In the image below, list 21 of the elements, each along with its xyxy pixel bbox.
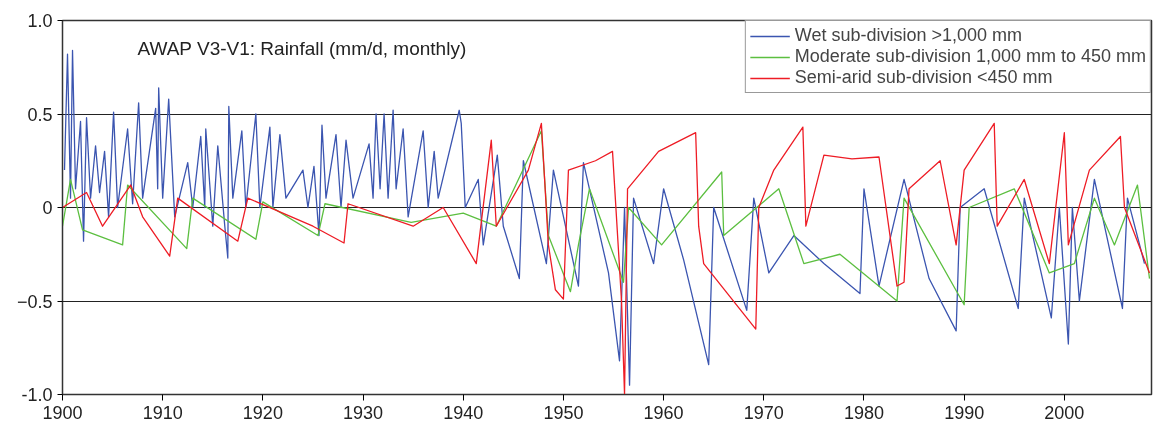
- x-tick-label: 1990: [944, 402, 985, 423]
- y-tick-label: -1.0: [21, 385, 53, 405]
- x-tick-label: 1920: [242, 402, 283, 423]
- x-tick-label: 1980: [843, 402, 884, 423]
- legend-label: Wet sub-division >1,000 mm: [794, 25, 1023, 46]
- x-tick-label: 1950: [543, 402, 584, 423]
- y-tick-label: −0.5: [16, 291, 53, 312]
- x-tick-label: 1960: [643, 402, 684, 423]
- y-tick-label: 0.5: [27, 104, 53, 125]
- x-tick-label: 1940: [443, 402, 484, 423]
- x-tick-label: 1910: [142, 402, 183, 423]
- y-tick-label: 1.0: [27, 11, 53, 31]
- x-tick-label: 1900: [42, 402, 83, 423]
- x-tick-label: 1970: [743, 402, 784, 423]
- y-tick-label: 0: [42, 198, 53, 218]
- legend-label: Moderate sub-division 1,000 mm to 450 mm: [794, 46, 1146, 67]
- text: AWAP V3-V1: Rainfall (mm/d, monthly): [137, 37, 467, 59]
- line-series: [62, 130, 1151, 306]
- x-tick-label: 1930: [343, 402, 384, 423]
- legend-label: Semi-arid sub-division <450 mm: [794, 67, 1053, 88]
- x-tick-label: 2000: [1044, 402, 1085, 423]
